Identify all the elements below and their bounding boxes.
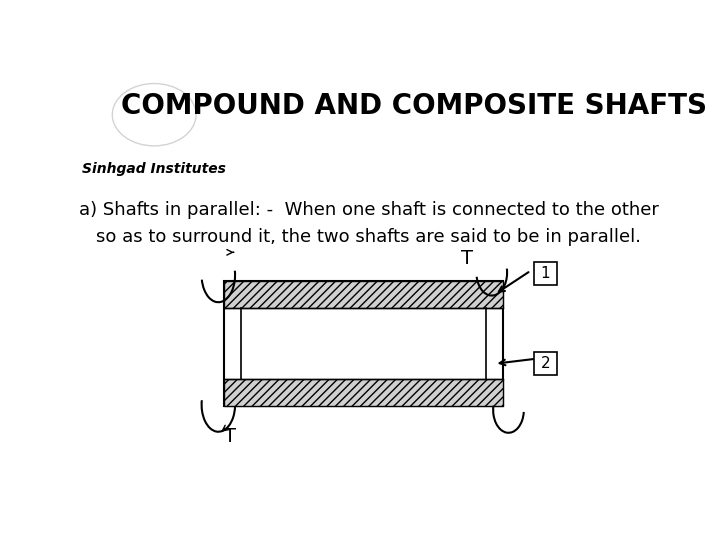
- Text: 2: 2: [541, 356, 550, 370]
- Bar: [224, 281, 503, 308]
- Text: T: T: [461, 248, 472, 268]
- Text: COMPOUND AND COMPOSITE SHAFTS: COMPOUND AND COMPOSITE SHAFTS: [121, 92, 706, 120]
- Text: 1: 1: [541, 266, 550, 281]
- Bar: [534, 352, 557, 375]
- Bar: [534, 262, 557, 285]
- Bar: [224, 281, 503, 406]
- Bar: [224, 379, 503, 406]
- Text: a) Shafts in parallel: -  When one shaft is connected to the other: a) Shafts in parallel: - When one shaft …: [79, 201, 659, 219]
- Text: so as to surround it, the two shafts are said to be in parallel.: so as to surround it, the two shafts are…: [96, 228, 642, 246]
- Text: Sinhgad Institutes: Sinhgad Institutes: [82, 162, 226, 176]
- Text: T: T: [223, 428, 235, 447]
